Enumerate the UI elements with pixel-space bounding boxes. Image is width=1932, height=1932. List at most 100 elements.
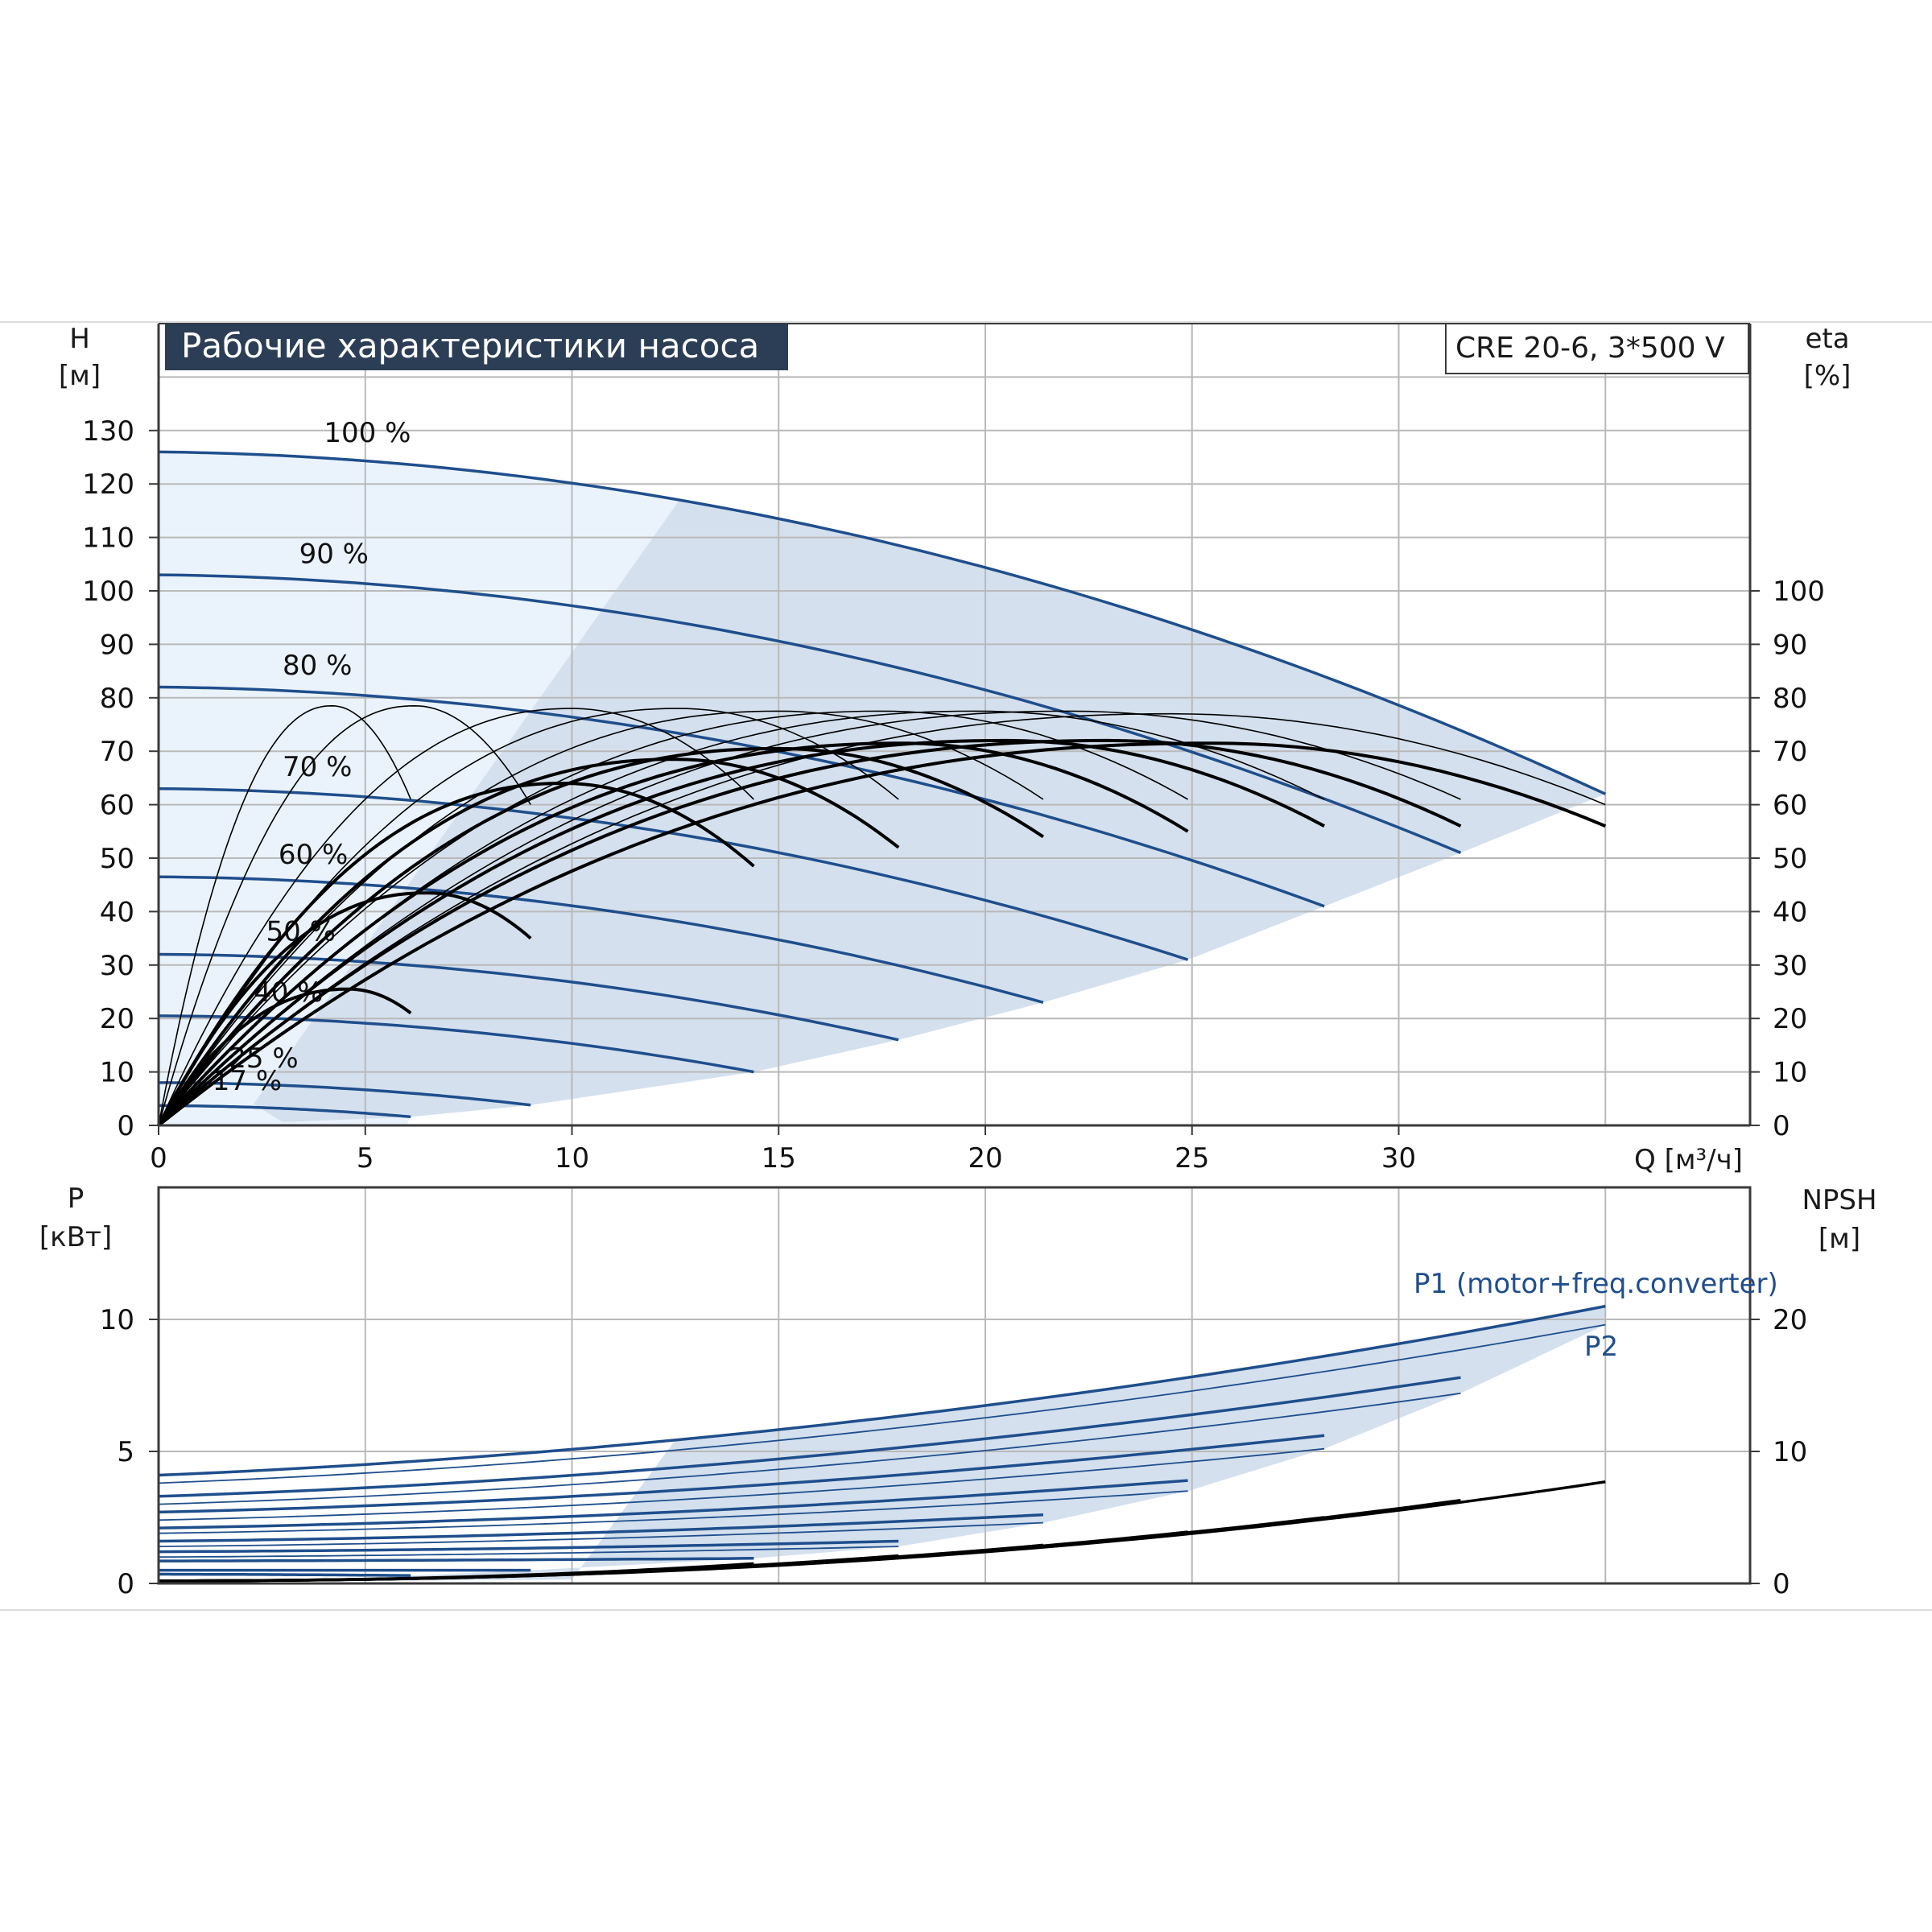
y2-axis-label: eta	[1805, 323, 1849, 355]
p1-curve	[158, 1513, 1043, 1543]
power-curves	[158, 1304, 1606, 1583]
efficiency-curve	[158, 704, 411, 1126]
y-axis-unit: [м]	[59, 360, 101, 392]
x-tick-label: 0	[150, 1142, 167, 1174]
npsh-tick-label: 10	[1773, 1436, 1807, 1468]
head-curve	[159, 1081, 531, 1107]
efficiency-curve	[158, 708, 754, 1126]
y2-axis-unit: [%]	[1804, 360, 1852, 392]
y-tick-label: 40	[100, 896, 134, 928]
efficiency-curve	[157, 987, 412, 1127]
y-tick-label: 10	[100, 1057, 134, 1089]
efficiency-curve	[157, 738, 1462, 1127]
y-tick-label: 70	[100, 736, 134, 768]
efficiency-curve	[157, 782, 755, 1126]
x-axis-label: Q [м³/ч]	[1634, 1144, 1743, 1176]
p2-curve	[158, 1521, 1043, 1547]
p-tick-label: 10	[100, 1304, 134, 1336]
power-region	[159, 1306, 1606, 1583]
p1-curve	[158, 1304, 1606, 1477]
y2-tick-label: 50	[1773, 843, 1807, 875]
head-curve	[158, 450, 1607, 795]
x-tick-label: 15	[762, 1142, 796, 1174]
head-curve	[158, 875, 1044, 1004]
efficiency-curve	[158, 712, 1606, 1126]
y2-tick-label: 30	[1773, 950, 1807, 982]
p1-curve	[158, 1479, 1188, 1530]
efficiency-curve	[157, 741, 1189, 1127]
y-tick-label: 60	[100, 790, 134, 822]
npsh-tick-label: 20	[1773, 1304, 1807, 1336]
chart-title: Рабочие характеристики насоса	[181, 326, 759, 365]
power-region-fill	[159, 1306, 1606, 1583]
p2-curve	[158, 1546, 899, 1558]
p2-curve	[158, 1490, 1188, 1534]
y-tick-label: 50	[100, 843, 134, 875]
y-tick-label: 80	[100, 683, 134, 715]
head-curve	[158, 786, 1189, 961]
y2-tick-label: 100	[1773, 576, 1825, 608]
head-curve	[158, 573, 1462, 855]
head-curve	[158, 685, 1325, 908]
head-curve	[158, 952, 899, 1042]
speed-label: 100 %	[324, 417, 411, 449]
p1-curve	[158, 1434, 1325, 1514]
p2-curve	[158, 1323, 1606, 1484]
y2-tick-label: 40	[1773, 896, 1807, 928]
power-frame	[157, 1186, 1752, 1585]
p1-curve	[159, 1572, 411, 1577]
p1-curve	[158, 1376, 1461, 1498]
model-label: CRE 20-6, 3*500 V	[1455, 332, 1725, 365]
p-axis-unit: [кВт]	[39, 1221, 112, 1253]
p2-series-label: P2	[1584, 1331, 1618, 1363]
y-tick-label: 100	[82, 576, 134, 608]
y-tick-label: 90	[100, 629, 134, 661]
npsh-axis-label: NPSH	[1802, 1184, 1876, 1216]
efficiency-curve	[158, 710, 1044, 1126]
x-tick-label: 5	[357, 1142, 374, 1174]
y2-tick-label: 70	[1773, 736, 1807, 768]
p1-series-label: P1 (motor+freq.converter)	[1414, 1268, 1778, 1300]
p1-curve	[158, 1539, 899, 1554]
title-box	[165, 324, 788, 370]
y2-tick-label: 20	[1773, 1003, 1807, 1035]
y-tick-label: 120	[82, 469, 134, 501]
npsh-curve	[159, 1562, 754, 1583]
model-box	[1445, 323, 1749, 374]
p-tick-label: 5	[117, 1436, 134, 1468]
efficiency-curve	[157, 741, 1607, 1127]
y-tick-label: 30	[100, 950, 134, 982]
x-tick-label: 30	[1381, 1142, 1416, 1174]
efficiency-curves	[157, 704, 1607, 1127]
y2-tick-label: 0	[1773, 1110, 1790, 1142]
y-tick-label: 20	[100, 1003, 134, 1035]
efficiency-curve	[158, 710, 1461, 1126]
head-curve	[159, 1104, 411, 1119]
npsh-axis-unit: [м]	[1818, 1223, 1860, 1255]
speed-label: 90 %	[299, 539, 369, 571]
operating-region-fill	[254, 500, 1606, 1122]
y2-tick-label: 90	[1773, 629, 1807, 661]
p2-curve	[158, 1392, 1461, 1505]
y-tick-label: 110	[82, 522, 134, 555]
npsh-tick-label: 0	[1773, 1568, 1790, 1600]
y-tick-label: 130	[82, 415, 134, 448]
x-tick-label: 20	[968, 1142, 1002, 1174]
power-axes: 0 5 10 0 10 20	[100, 1186, 1807, 1600]
y-axis-label: H	[69, 323, 90, 355]
x-tick-label: 25	[1174, 1142, 1209, 1174]
efficiency-curve	[157, 738, 1326, 1127]
efficiency-curve	[158, 704, 531, 1126]
y2-tick-label: 10	[1773, 1057, 1807, 1089]
y2-tick-label: 60	[1773, 790, 1807, 822]
y2-tick-label: 80	[1773, 683, 1807, 715]
p-axis-label: P	[68, 1183, 85, 1215]
head-axes: 0102030405060708090100110120130010203040…	[82, 323, 1825, 1174]
p-tick-label: 0	[117, 1568, 134, 1600]
x-tick-label: 10	[555, 1142, 589, 1174]
efficiency-curve	[157, 758, 900, 1127]
p1-curve	[159, 1557, 754, 1563]
y-tick-label: 0	[117, 1110, 134, 1142]
efficiency-curve	[158, 710, 1188, 1126]
